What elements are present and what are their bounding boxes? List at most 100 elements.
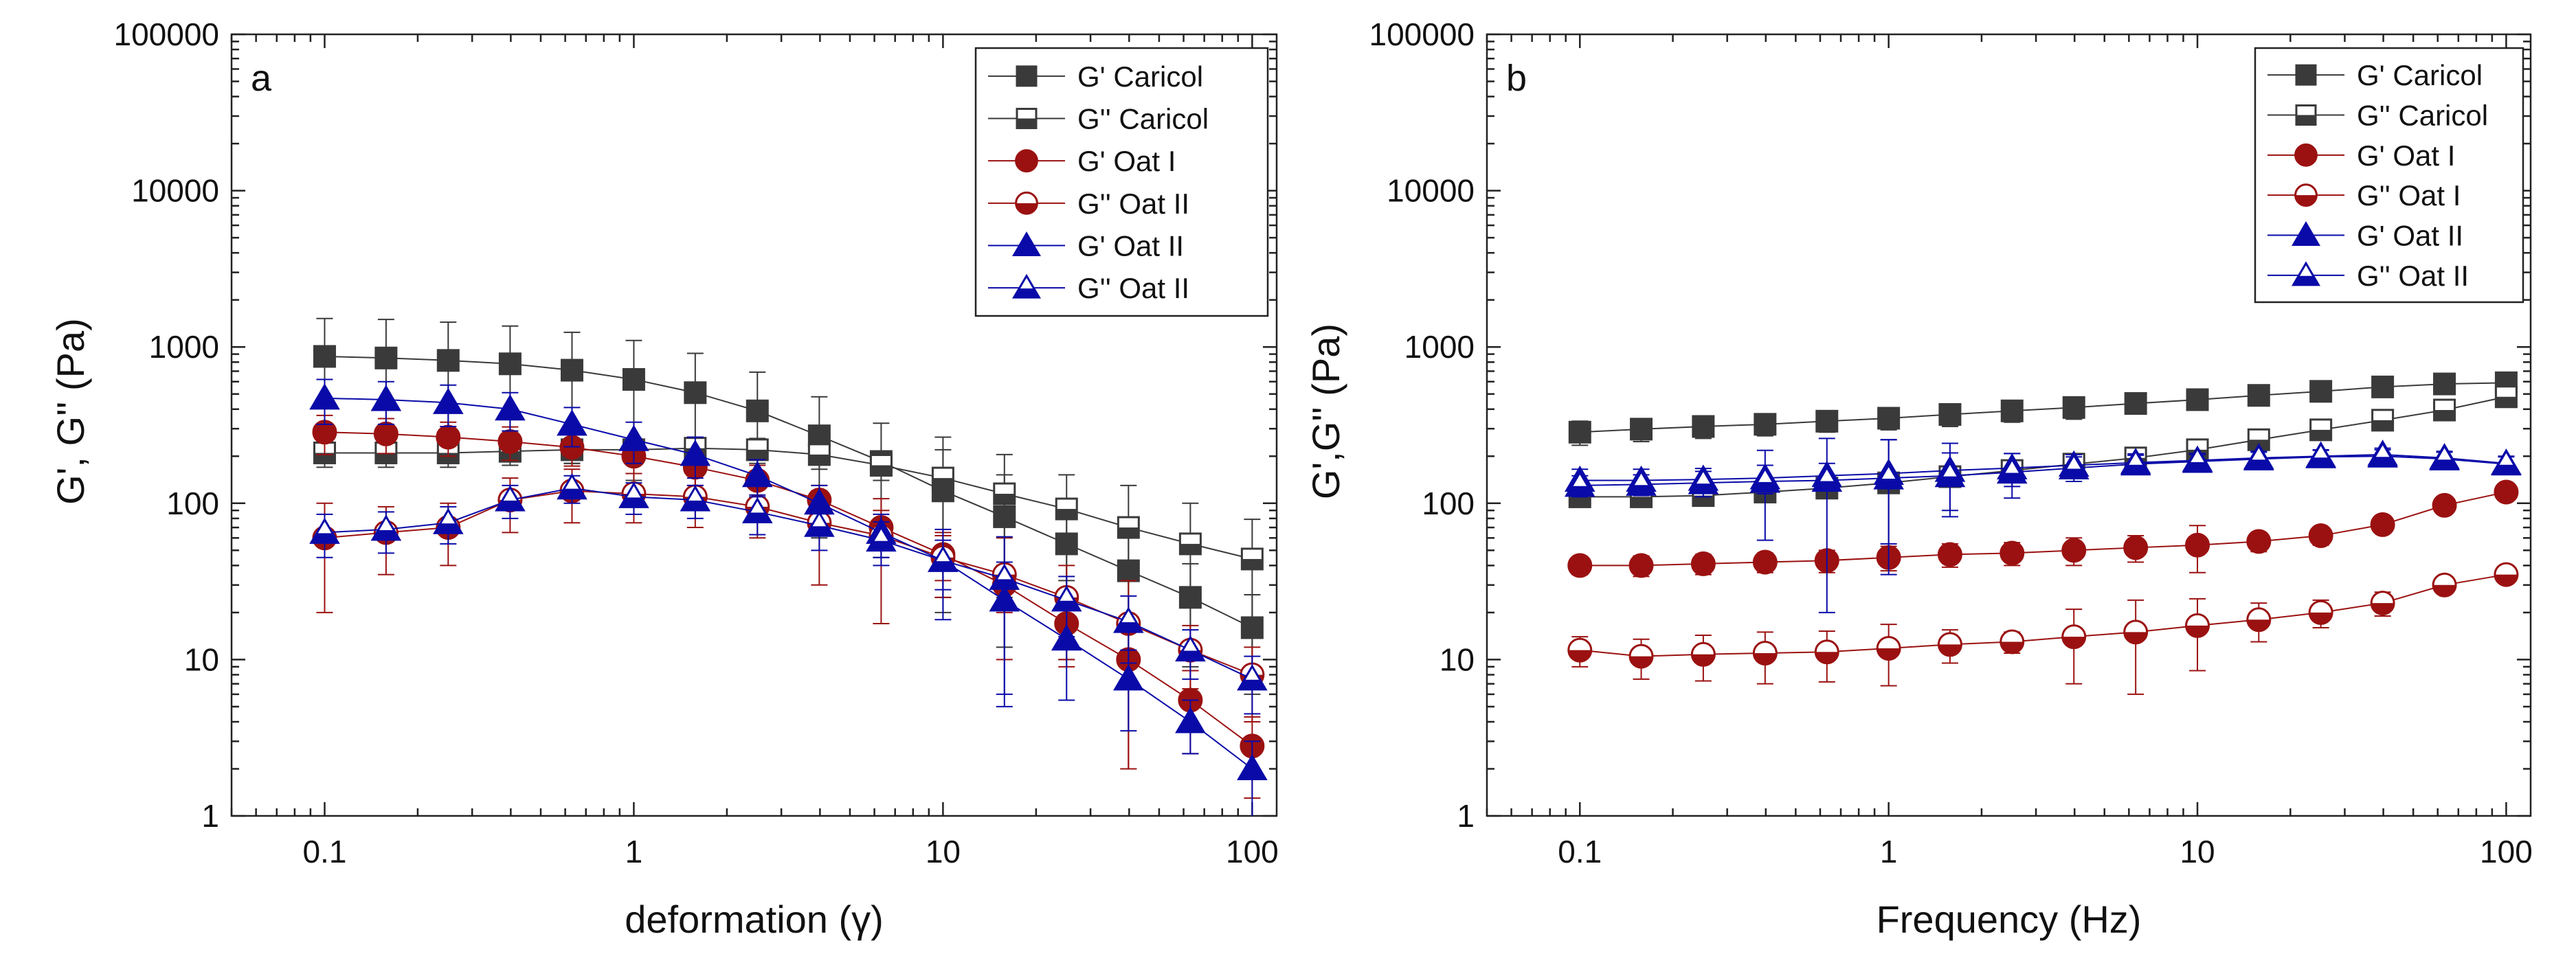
- data-point-fill: [2122, 464, 2149, 475]
- data-point-fill: [2000, 399, 2024, 422]
- legend-item-g-prime-oat-ii: G' Oat II: [988, 230, 1184, 262]
- data-point: [370, 514, 402, 541]
- data-point: [497, 429, 523, 455]
- data-point: [1175, 635, 1206, 662]
- data-point: [804, 510, 835, 537]
- data-point-fill: [1692, 495, 1714, 506]
- legend-marker-fill: [1015, 149, 1038, 173]
- data-point-fill: [436, 349, 460, 372]
- data-point-fill: [2245, 459, 2272, 470]
- y-tick-label: 100: [1422, 486, 1475, 521]
- data-point: [1815, 409, 1839, 433]
- data-point-fill: [560, 358, 583, 382]
- y-tick-label: 1: [201, 798, 219, 834]
- data-point-fill: [434, 523, 462, 534]
- data-point-fill: [2124, 632, 2147, 644]
- data-point-fill: [1237, 753, 1268, 780]
- data-point: [2061, 624, 2087, 650]
- data-point: [2246, 529, 2272, 554]
- legend-marker: [2295, 104, 2317, 126]
- data-point: [2185, 532, 2210, 558]
- legend-item-g-prime-caricol: G' Caricol: [988, 60, 1203, 93]
- legend-marker-fill: [1016, 203, 1038, 214]
- legend-marker: [1016, 65, 1038, 87]
- data-point-fill: [1877, 648, 1901, 660]
- data-point-fill: [871, 465, 892, 476]
- data-point-fill: [1118, 527, 1139, 538]
- legend-label: G'' Oat II: [1077, 187, 1189, 220]
- data-point-fill: [2370, 512, 2395, 537]
- error-bar: [1756, 449, 1773, 541]
- series-line: [324, 487, 1253, 680]
- data-point: [2058, 453, 2090, 480]
- legend-marker: [2292, 261, 2320, 286]
- data-point: [2062, 396, 2085, 419]
- data-point: [309, 383, 340, 410]
- data-point: [1113, 606, 1144, 633]
- data-point-fill: [991, 579, 1018, 589]
- legend: G' Caricol G'' Caricol G' Oat I G'' Oat I G'…: [2254, 47, 2524, 304]
- data-point-fill: [1630, 656, 1653, 668]
- data-point: [1688, 468, 1719, 494]
- legend-item-g-double-prime-oat-ii: G'' Oat II: [988, 272, 1189, 304]
- data-point-fill: [2433, 584, 2456, 597]
- y-tick-label: 10000: [1387, 173, 1475, 209]
- data-point: [1240, 547, 1264, 571]
- data-point: [1175, 707, 1206, 733]
- legend-label: G'' Caricol: [1077, 103, 1209, 135]
- data-point: [2120, 449, 2151, 476]
- data-point-fill: [311, 533, 339, 543]
- legend-label: G' Oat I: [1077, 145, 1176, 177]
- data-point: [2494, 562, 2519, 587]
- error-bar: [1818, 437, 1835, 613]
- data-point-fill: [1692, 654, 1715, 666]
- x-tick-label: 1: [1880, 834, 1898, 869]
- data-point: [1938, 402, 1962, 426]
- data-point: [866, 525, 897, 552]
- data-point-fill: [373, 421, 399, 446]
- data-point: [2182, 446, 2213, 473]
- data-point-fill: [1115, 622, 1143, 633]
- data-point: [2185, 613, 2210, 638]
- series-line: [1580, 453, 2507, 481]
- data-point: [2309, 418, 2333, 442]
- data-point: [1051, 624, 1082, 651]
- legend-label: G' Oat II: [2357, 220, 2463, 252]
- data-point-fill: [436, 424, 461, 450]
- legend-item-g-double-prime-caricol: G'' Caricol: [2267, 100, 2488, 132]
- data-point: [2000, 540, 2025, 566]
- data-point: [2429, 444, 2460, 470]
- x-axis-label: deformation (γ): [625, 898, 884, 941]
- data-point: [1051, 585, 1082, 612]
- data-point: [1876, 636, 1901, 661]
- data-point-fill: [2184, 462, 2211, 472]
- data-point: [1690, 641, 1716, 667]
- data-point-fill: [682, 500, 709, 510]
- data-point: [432, 387, 464, 414]
- legend-box: [2254, 47, 2524, 304]
- legend-marker-fill: [2295, 195, 2317, 206]
- data-point: [557, 409, 587, 436]
- data-point: [498, 352, 522, 376]
- data-point: [869, 453, 893, 477]
- x-tick-label: 100: [2480, 834, 2533, 869]
- data-point-fill: [1175, 707, 1206, 733]
- legend: G' Caricol G'' Caricol G' Oat I G'' Oat II G…: [974, 47, 1269, 317]
- error-bar: [1058, 474, 1075, 582]
- legend-marker-fill: [2292, 221, 2320, 246]
- series-line: [324, 431, 1253, 747]
- data-point-fill: [867, 540, 895, 551]
- series-line: [324, 355, 1253, 628]
- error-bar: [1244, 519, 1261, 668]
- data-point-fill: [1567, 553, 1593, 578]
- data-point-fill: [2307, 457, 2335, 468]
- legend-box: [974, 47, 1269, 317]
- data-point-fill: [558, 488, 586, 499]
- legend-label: G'' Caricol: [2357, 100, 2488, 132]
- data-point-fill: [1937, 542, 1962, 567]
- data-point-fill: [2000, 540, 2025, 566]
- legend-item-g-prime-oat-ii: G' Oat II: [2267, 220, 2463, 252]
- data-point: [2000, 629, 2025, 655]
- data-point-fill: [2371, 603, 2395, 615]
- data-point-fill: [1568, 650, 1591, 662]
